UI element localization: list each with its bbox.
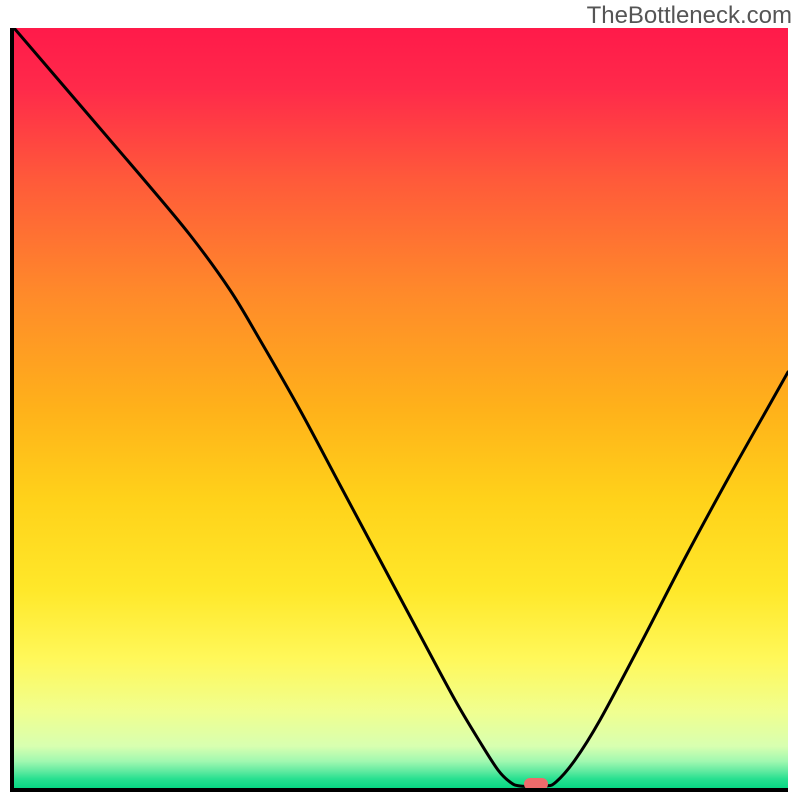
curve-path: [14, 28, 788, 787]
chart-container: TheBottleneck.com: [0, 0, 800, 800]
x-axis-line: [10, 788, 788, 792]
plot-area: [14, 28, 788, 788]
curve-overlay: [14, 28, 788, 788]
y-axis-line: [10, 28, 14, 788]
watermark-text: TheBottleneck.com: [587, 2, 792, 30]
